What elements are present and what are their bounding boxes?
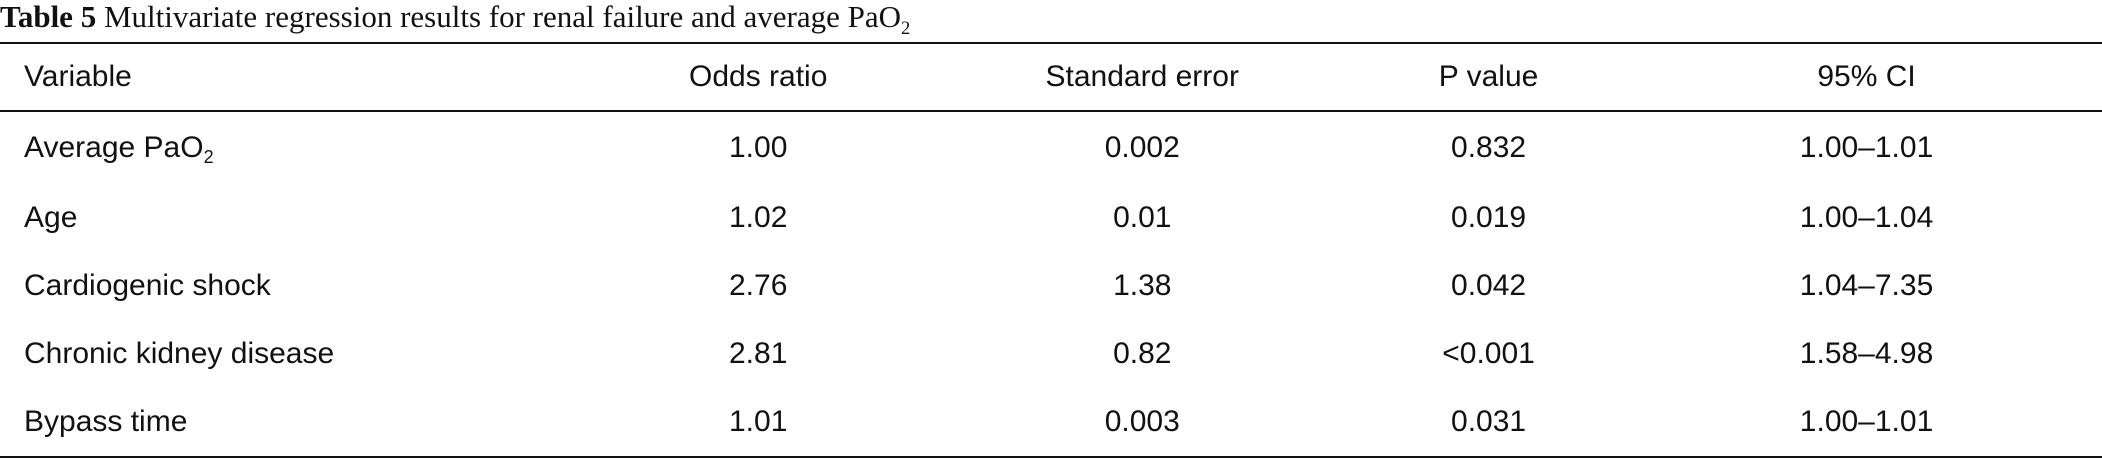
header-variable: Variable bbox=[24, 60, 132, 93]
table-row: Bypass time 1.01 0.003 0.031 1.00–1.01 bbox=[0, 388, 2102, 457]
header-ci: 95% CI bbox=[1817, 60, 1916, 93]
cell-standard-error: 0.01 bbox=[1113, 201, 1172, 234]
cell-variable: Average PaO2 bbox=[0, 111, 578, 184]
cell-odds-ratio: 1.00 bbox=[729, 131, 788, 164]
cell-ci: 1.58–4.98 bbox=[1799, 337, 1934, 370]
cell-p-value: 0.832 bbox=[1451, 131, 1527, 164]
cell-ci: 1.00–1.04 bbox=[1799, 201, 1934, 234]
cell-p-value: 0.042 bbox=[1451, 269, 1527, 302]
cell-ci: 1.00–1.01 bbox=[1799, 405, 1934, 438]
caption-subscript: 2 bbox=[901, 17, 911, 39]
cell-odds-ratio: 1.01 bbox=[729, 405, 788, 438]
variable-subscript: 2 bbox=[203, 147, 214, 168]
cell-p-value: 0.019 bbox=[1451, 201, 1527, 234]
table-row: Average PaO2 1.00 0.002 0.832 1.00–1.01 bbox=[0, 111, 2102, 184]
cell-standard-error: 0.003 bbox=[1104, 405, 1180, 438]
cell-odds-ratio: 1.02 bbox=[729, 201, 788, 234]
table-body: Average PaO2 1.00 0.002 0.832 1.00–1.01 … bbox=[0, 111, 2102, 457]
table-row: Chronic kidney disease 2.81 0.82 <0.001 … bbox=[0, 320, 2102, 388]
cell-p-value: 0.031 bbox=[1451, 405, 1527, 438]
header-row: Variable Odds ratio Standard error P val… bbox=[0, 43, 2102, 111]
table-row: Age 1.02 0.01 0.019 1.00–1.04 bbox=[0, 184, 2102, 252]
cell-ci: 1.04–7.35 bbox=[1799, 269, 1934, 302]
cell-variable: Age bbox=[24, 201, 78, 234]
table-row: Cardiogenic shock 2.76 1.38 0.042 1.04–7… bbox=[0, 252, 2102, 320]
cell-ci: 1.00–1.01 bbox=[1799, 131, 1934, 164]
cell-odds-ratio: 2.81 bbox=[729, 337, 788, 370]
table-number: Table 5 bbox=[0, 0, 97, 34]
header-standard-error: Standard error bbox=[1045, 60, 1239, 93]
cell-odds-ratio: 2.76 bbox=[729, 269, 788, 302]
cell-variable: Cardiogenic shock bbox=[24, 269, 271, 302]
cell-standard-error: 1.38 bbox=[1113, 269, 1172, 302]
table-header: Variable Odds ratio Standard error P val… bbox=[0, 43, 2102, 111]
cell-variable: Bypass time bbox=[24, 405, 188, 438]
cell-variable: Chronic kidney disease bbox=[24, 337, 335, 370]
cell-standard-error: 0.82 bbox=[1113, 337, 1172, 370]
variable-text: Average PaO bbox=[24, 131, 204, 164]
header-odds-ratio: Odds ratio bbox=[688, 60, 828, 93]
regression-table: Variable Odds ratio Standard error P val… bbox=[0, 42, 2102, 458]
cell-standard-error: 0.002 bbox=[1104, 131, 1180, 164]
caption-text: Multivariate regression results for rena… bbox=[103, 0, 902, 34]
header-p-value: P value bbox=[1438, 60, 1539, 93]
cell-p-value: <0.001 bbox=[1442, 337, 1535, 370]
table-caption: Table 5 Multivariate regression results … bbox=[0, 0, 910, 40]
